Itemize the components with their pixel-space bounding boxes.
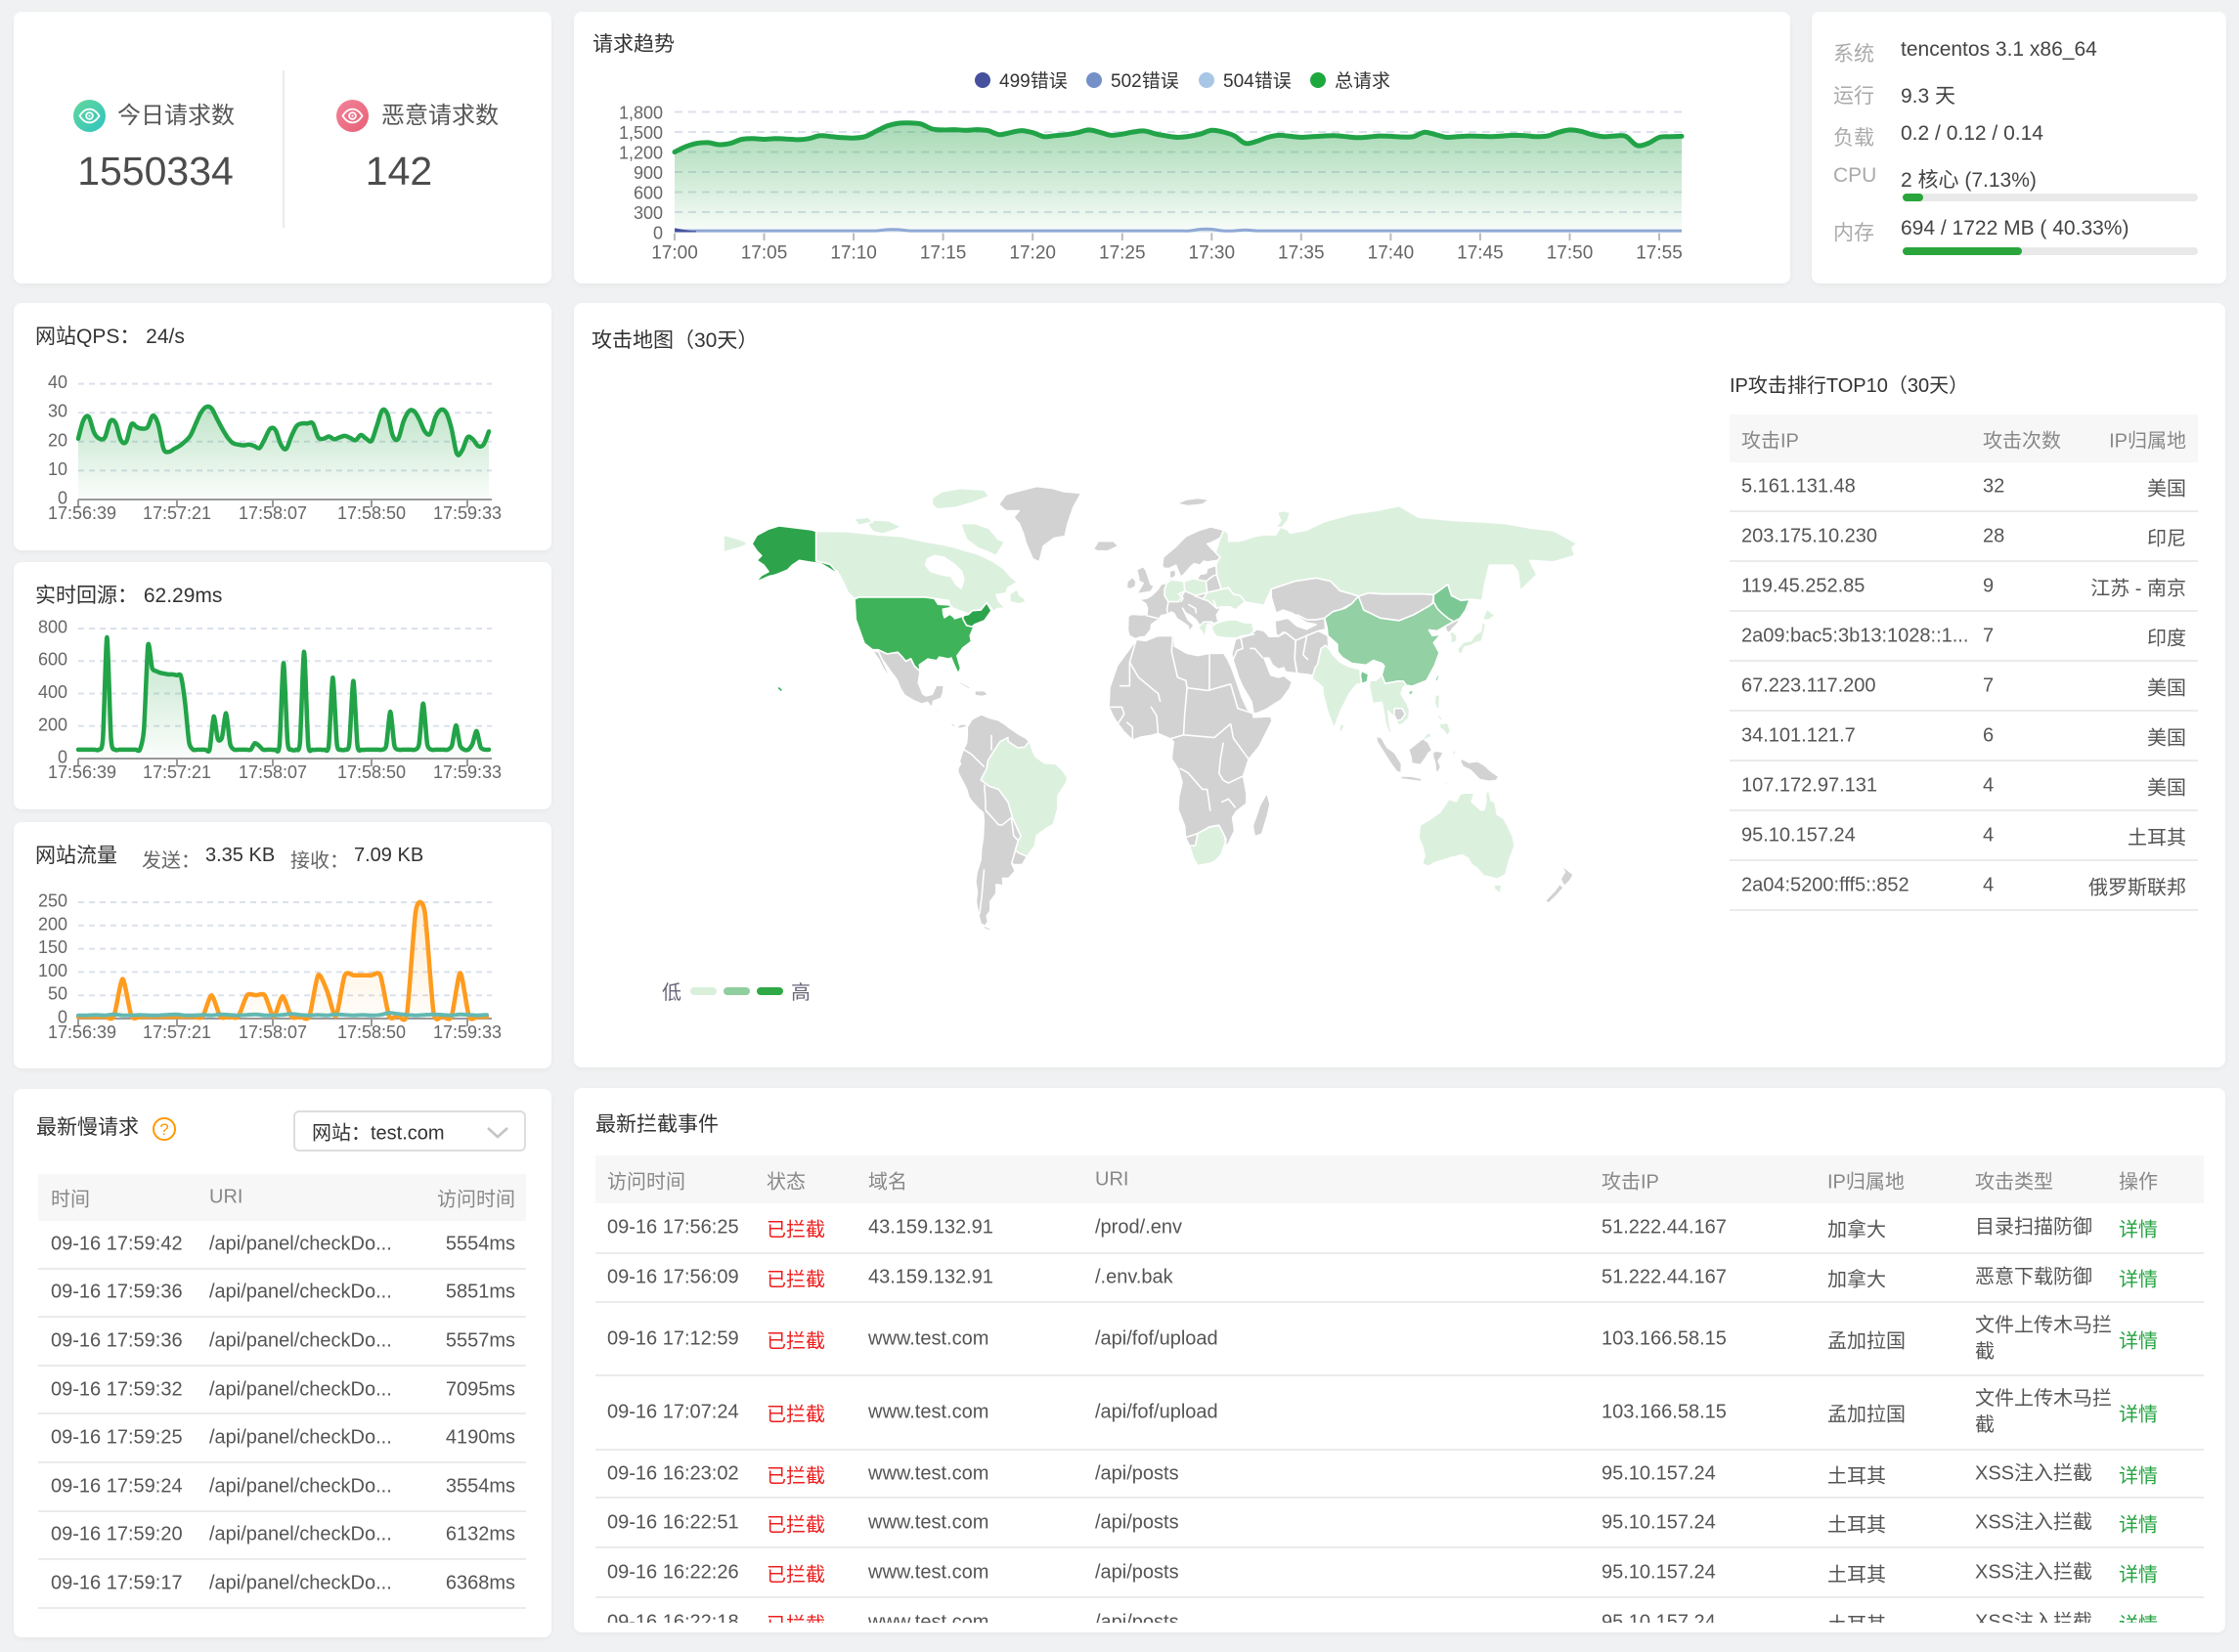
svg-text:150: 150 [38,937,67,957]
svg-text:17:56:39: 17:56:39 [48,1022,116,1042]
svg-text:1,500: 1,500 [619,123,663,143]
svg-text:17:35: 17:35 [1278,243,1325,264]
svg-text:50: 50 [48,984,67,1004]
svg-text:1,200: 1,200 [619,144,663,163]
svg-text:高: 高 [791,981,811,1004]
svg-text:17:10: 17:10 [830,243,877,264]
svg-text:17:58:07: 17:58:07 [239,1022,307,1042]
svg-text:17:50: 17:50 [1547,243,1594,264]
svg-text:17:57:21: 17:57:21 [143,762,211,782]
svg-text:0: 0 [653,224,663,243]
svg-text:17:58:07: 17:58:07 [239,503,307,523]
svg-text:40: 40 [48,372,67,392]
svg-text:200: 200 [38,715,67,734]
svg-text:30: 30 [48,402,67,421]
svg-text:0: 0 [58,489,67,508]
svg-text:200: 200 [38,914,67,934]
svg-text:低: 低 [662,981,681,1004]
svg-text:0: 0 [58,1008,67,1027]
svg-text:900: 900 [634,163,663,183]
svg-text:17:56:39: 17:56:39 [48,762,116,782]
svg-text:17:57:21: 17:57:21 [143,503,211,523]
svg-text:600: 600 [634,184,663,203]
svg-text:504错误: 504错误 [1223,70,1292,92]
svg-text:17:59:33: 17:59:33 [433,762,502,782]
svg-text:17:58:50: 17:58:50 [337,1022,406,1042]
svg-text:600: 600 [38,650,67,670]
svg-text:总请求: 总请求 [1335,70,1390,92]
svg-text:17:45: 17:45 [1457,243,1504,264]
svg-text:400: 400 [38,682,67,702]
svg-text:800: 800 [38,618,67,637]
svg-text:17:59:33: 17:59:33 [433,1022,502,1042]
svg-text:17:58:07: 17:58:07 [239,762,307,782]
svg-text:17:30: 17:30 [1189,243,1236,264]
svg-text:17:58:50: 17:58:50 [337,503,406,523]
svg-text:17:55: 17:55 [1636,243,1683,264]
svg-text:502错误: 502错误 [1111,70,1179,92]
svg-text:250: 250 [38,891,67,911]
svg-text:300: 300 [634,203,663,223]
svg-text:499错误: 499错误 [999,70,1068,92]
svg-text:20: 20 [48,430,67,450]
svg-text:17:25: 17:25 [1099,243,1146,264]
svg-text:17:56:39: 17:56:39 [48,503,116,523]
svg-text:17:57:21: 17:57:21 [143,1022,211,1042]
svg-text:0: 0 [58,748,67,767]
svg-text:10: 10 [48,459,67,479]
svg-text:17:40: 17:40 [1368,243,1415,264]
svg-text:17:00: 17:00 [651,243,698,264]
svg-text:1,800: 1,800 [619,104,663,123]
svg-text:17:58:50: 17:58:50 [337,762,406,782]
svg-text:17:15: 17:15 [920,243,967,264]
svg-text:17:20: 17:20 [1009,243,1056,264]
svg-text:17:59:33: 17:59:33 [433,503,502,523]
svg-text:17:05: 17:05 [741,243,788,264]
svg-text:100: 100 [38,961,67,980]
